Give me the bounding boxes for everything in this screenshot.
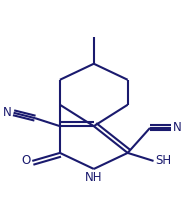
Text: SH: SH (155, 155, 171, 167)
Text: N: N (3, 106, 12, 119)
Text: N: N (173, 121, 182, 135)
Text: NH: NH (85, 171, 103, 184)
Text: O: O (21, 155, 30, 167)
